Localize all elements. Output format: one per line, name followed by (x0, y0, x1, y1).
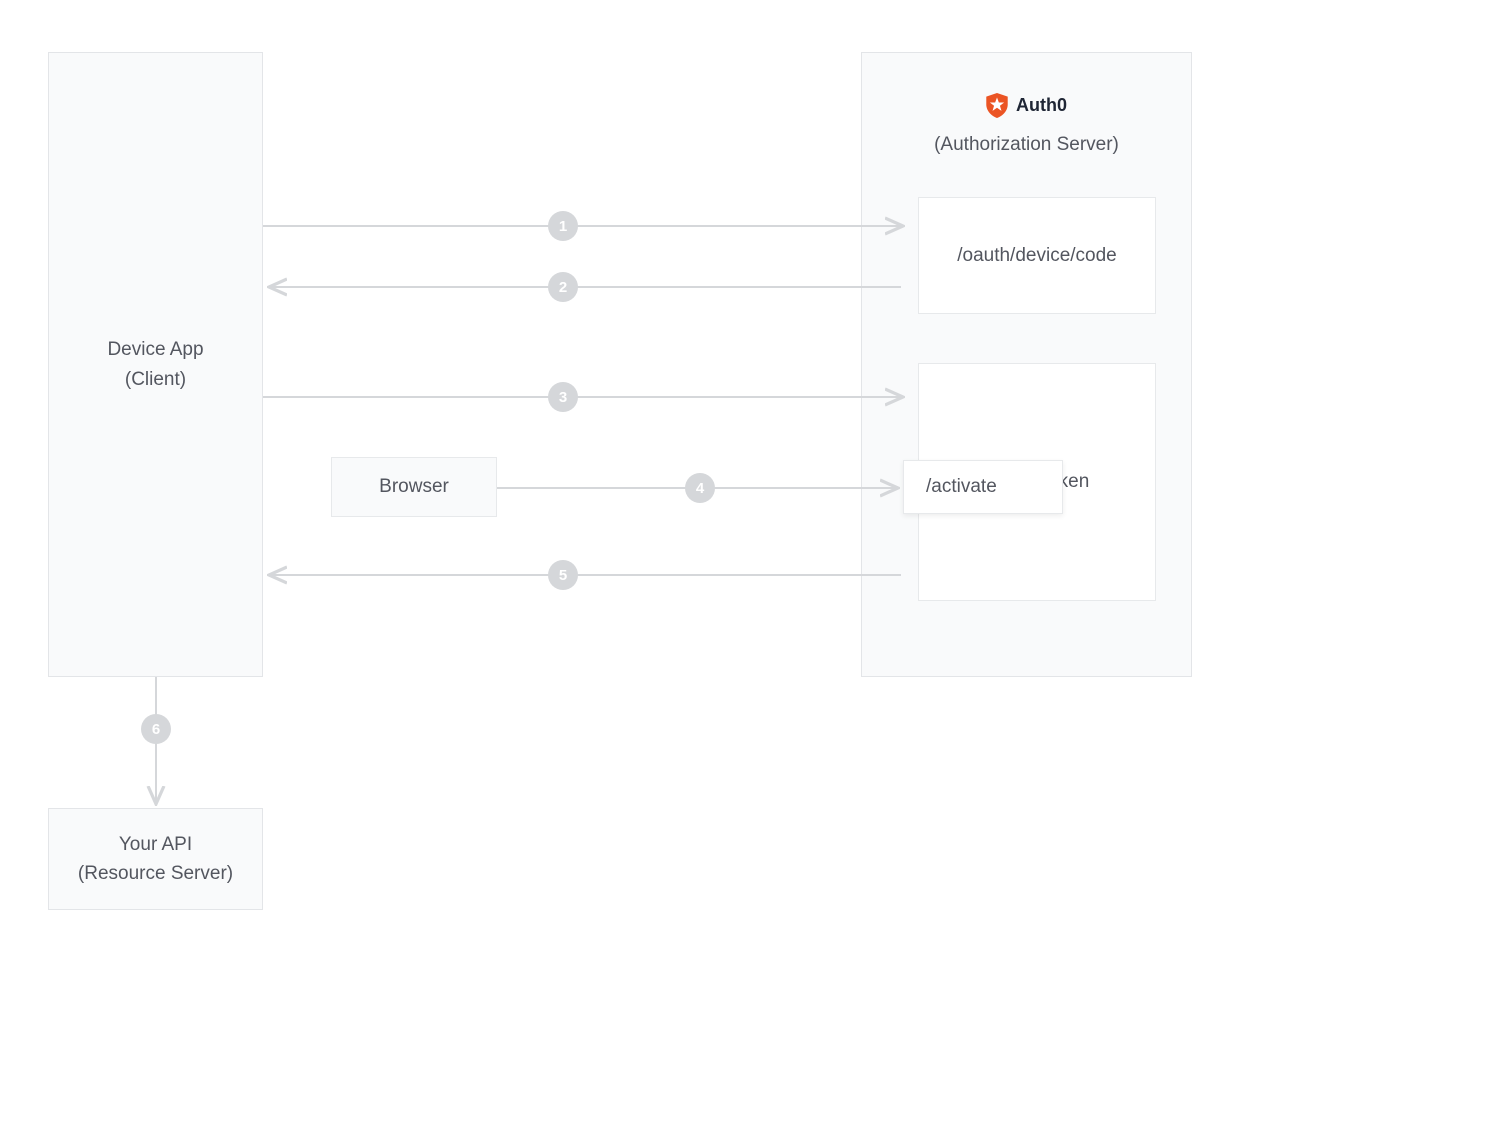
auth0-shield-icon (986, 93, 1008, 118)
client-title: Device App (107, 335, 203, 364)
step-badge-3: 3 (548, 382, 578, 412)
step-badge-2: 2 (548, 272, 578, 302)
step-badge-1: 1 (548, 211, 578, 241)
step-badge-6: 6 (141, 714, 171, 744)
endpoint-device-code: /oauth/device/code (918, 197, 1156, 314)
step-badge-4: 4 (685, 473, 715, 503)
client-subtitle: (Client) (125, 365, 186, 394)
auth0-brand-text: Auth0 (1016, 95, 1067, 116)
client-box: Device App (Client) (48, 52, 263, 677)
step-badge-5: 5 (548, 560, 578, 590)
device-flow-diagram: Device App (Client) Browser Auth0 (Autho… (0, 0, 1500, 1142)
endpoint-device-code-label: /oauth/device/code (957, 245, 1117, 267)
endpoint-activate-label: /activate (926, 476, 997, 498)
browser-label: Browser (379, 476, 449, 498)
browser-box: Browser (331, 457, 497, 517)
endpoint-activate: /activate (903, 460, 1063, 514)
resource-server-subtitle: (Resource Server) (78, 859, 233, 888)
resource-server-title: Your API (119, 830, 192, 859)
auth0-brand: Auth0 (986, 93, 1067, 118)
auth-server-subtitle: (Authorization Server) (934, 130, 1119, 159)
resource-server-box: Your API (Resource Server) (48, 808, 263, 910)
